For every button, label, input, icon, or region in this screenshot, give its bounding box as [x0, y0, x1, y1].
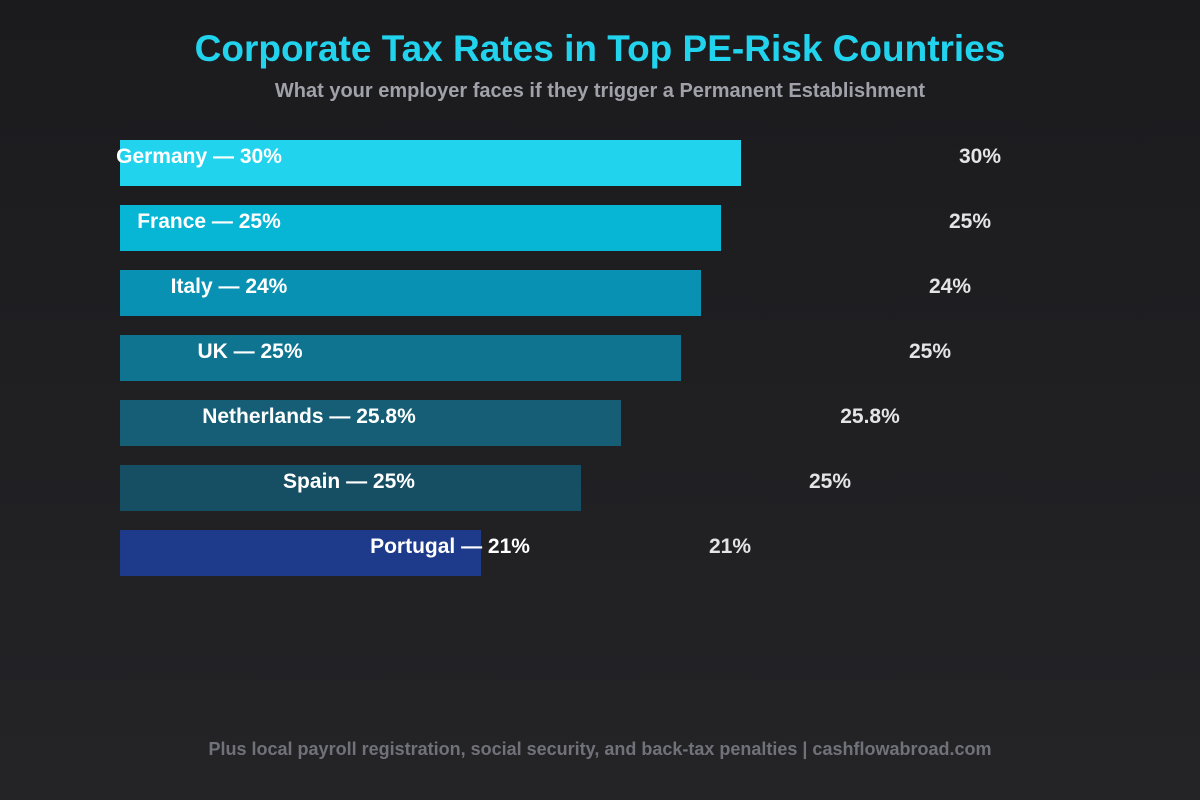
bar-uk [120, 335, 681, 381]
bar-germany [120, 140, 741, 186]
chart-footer: Plus local payroll registration, social … [208, 739, 992, 759]
bar-italy [120, 270, 701, 316]
value-label: 30% [958, 145, 1002, 168]
value-label: 25.8% [840, 405, 900, 428]
bar-label: France — 25% [137, 210, 281, 233]
chart-title: Corporate Tax Rates in Top PE-Risk Count… [194, 28, 1006, 69]
bar-label: UK — 25% [197, 340, 303, 363]
value-label: 24% [928, 275, 972, 298]
bar-label: Portugal — 21% [370, 535, 530, 558]
value-label: 25% [948, 210, 992, 233]
bar-label: Spain — 25% [283, 470, 415, 493]
bar-label: Italy — 24% [170, 275, 288, 298]
value-label: 25% [908, 340, 952, 363]
value-label: 25% [808, 470, 852, 493]
bar-portugal [120, 530, 481, 576]
bar-label: Germany — 30% [116, 145, 282, 168]
bar-netherlands [120, 400, 621, 446]
chart-subtitle: What your employer faces if they trigger… [274, 80, 926, 102]
bar-france [120, 205, 721, 251]
bar-spain [120, 465, 581, 511]
value-label: 21% [708, 535, 752, 558]
bar-label: Netherlands — 25.8% [202, 405, 416, 428]
